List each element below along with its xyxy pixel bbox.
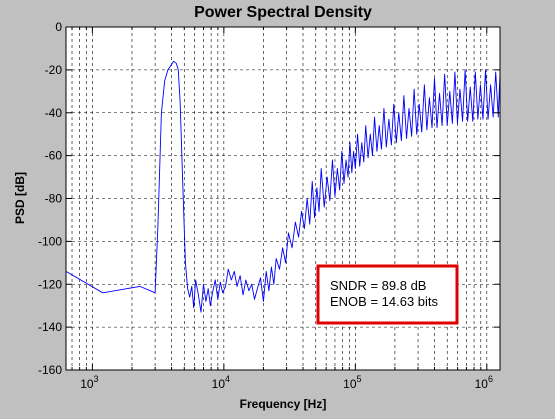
y-tick-label: 0: [55, 20, 62, 34]
y-tick-label: -160: [38, 363, 62, 377]
tick-marks: [66, 26, 500, 371]
y-tick-label: -60: [45, 149, 63, 163]
y-tick-labels: 0 -20 -40 -60 -80 -100 -120 -140 -160: [38, 20, 62, 377]
enob-text: ENOB = 14.63 bits: [330, 294, 439, 309]
y-axis-label: PSD [dB]: [13, 172, 27, 224]
series-layer: [65, 60, 501, 313]
y-tick-label: -120: [38, 277, 62, 291]
y-tick-label: -80: [45, 192, 63, 206]
sndr-text: SNDR = 89.8 dB: [330, 278, 426, 293]
chart-title: Power Spectral Density: [194, 4, 372, 21]
y-tick-label: -40: [45, 106, 63, 120]
psd-series-line: [65, 60, 501, 313]
x-tick-labels: 103 104 105 106: [80, 374, 493, 391]
metrics-annotation-box: SNDR = 89.8 dB ENOB = 14.63 bits: [316, 264, 459, 325]
x-tick-label: 103: [80, 374, 98, 391]
x-tick-label: 105: [343, 374, 361, 391]
y-tick-label: -20: [45, 63, 63, 77]
x-tick-label: 104: [212, 374, 230, 391]
x-tick-label: 106: [475, 374, 493, 391]
y-tick-label: -140: [38, 320, 62, 334]
y-tick-label: -100: [38, 234, 62, 248]
annotation-frame: [316, 264, 459, 325]
x-axis-label: Frequency [Hz]: [240, 397, 327, 411]
